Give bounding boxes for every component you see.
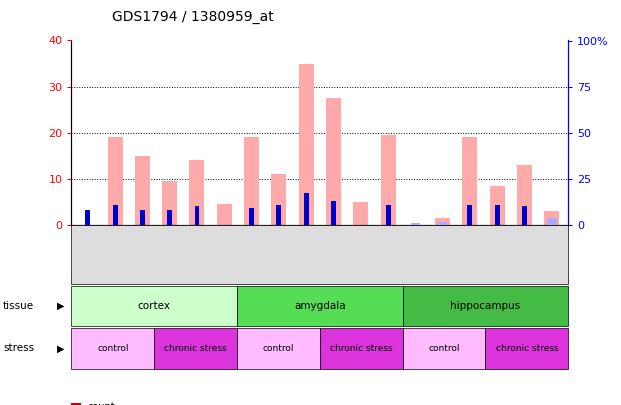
Bar: [490, 185, 505, 225]
Text: ▶: ▶: [57, 301, 65, 311]
Text: chronic stress: chronic stress: [330, 344, 392, 353]
Text: tissue: tissue: [3, 301, 34, 311]
Bar: [167, 210, 172, 225]
Bar: [517, 165, 532, 225]
Bar: [299, 64, 314, 225]
Bar: [244, 137, 259, 225]
Bar: [326, 98, 341, 225]
Bar: [107, 137, 122, 225]
Text: cortex: cortex: [138, 301, 171, 311]
Text: hippocampus: hippocampus: [450, 301, 520, 311]
Text: count: count: [88, 402, 115, 405]
Bar: [410, 223, 420, 225]
Bar: [495, 205, 500, 225]
Bar: [386, 205, 391, 225]
Bar: [438, 222, 447, 225]
Bar: [353, 202, 368, 225]
Bar: [217, 204, 232, 225]
Bar: [189, 160, 204, 225]
Text: chronic stress: chronic stress: [496, 344, 558, 353]
Text: chronic stress: chronic stress: [165, 344, 227, 353]
Bar: [112, 205, 117, 225]
Text: ▶: ▶: [57, 343, 65, 353]
Text: amygdala: amygdala: [294, 301, 346, 311]
Text: stress: stress: [3, 343, 34, 353]
Bar: [194, 207, 199, 225]
Bar: [522, 207, 527, 225]
Text: control: control: [97, 344, 129, 353]
Bar: [276, 205, 281, 225]
Bar: [249, 208, 254, 225]
Bar: [545, 211, 560, 225]
Bar: [140, 210, 145, 225]
Bar: [271, 174, 286, 225]
Bar: [331, 201, 336, 225]
Bar: [547, 218, 556, 225]
Text: GDS1794 / 1380959_at: GDS1794 / 1380959_at: [112, 10, 273, 24]
Bar: [304, 194, 309, 225]
Bar: [85, 210, 90, 225]
Bar: [162, 181, 177, 225]
Bar: [468, 205, 473, 225]
Bar: [435, 218, 450, 225]
Bar: [135, 156, 150, 225]
Text: control: control: [263, 344, 294, 353]
Bar: [463, 137, 478, 225]
Bar: [381, 135, 396, 225]
Text: control: control: [428, 344, 460, 353]
